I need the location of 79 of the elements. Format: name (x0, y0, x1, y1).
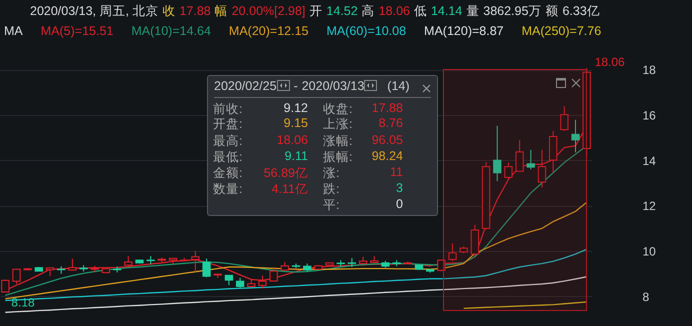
candlestick (571, 119, 580, 153)
text: 2020/03/13, 周五, 北京 (30, 4, 158, 18)
annotation: 96.05 (372, 133, 403, 147)
text: 额 (545, 4, 558, 18)
annotation: 跌: (323, 181, 340, 198)
candlestick (560, 106, 568, 132)
candlestick (68, 258, 77, 272)
annotation: 收盘: (323, 101, 352, 118)
annotation: 2020/03/13 (302, 79, 364, 93)
y-tick-label: 18 (642, 63, 656, 78)
annotation: 98.24 (372, 149, 403, 163)
annotation: 56.89亿 (264, 165, 308, 182)
annotation: 17.88 (372, 101, 403, 115)
text: MA (4, 24, 23, 38)
annotation: (14) (387, 79, 410, 93)
candlestick (437, 259, 446, 272)
annotation: 最高: (213, 133, 242, 150)
text: MA(60)=10.08 (326, 24, 406, 38)
text: 低 (414, 4, 427, 18)
text: MA(120)=8.87 (424, 24, 504, 38)
text: 20.00%[2.98] (232, 4, 306, 18)
annotation: 11 (390, 165, 403, 179)
candlestick (448, 242, 457, 262)
candlestick (515, 140, 524, 172)
annotation: 0 (396, 197, 403, 211)
annotation: 9.15 (284, 116, 308, 130)
text: MA(10)=14.64 (131, 24, 211, 38)
text: 14.14 (430, 4, 462, 18)
text: 18.06 (594, 55, 626, 70)
candlestick (504, 162, 513, 180)
text: 18.06 (378, 4, 410, 18)
y-tick-label: 8 (642, 290, 650, 304)
text: 量 (466, 4, 480, 18)
annotation: 开盘: (213, 116, 242, 133)
annotation: 振幅: (323, 149, 352, 166)
annotation: - (294, 79, 298, 93)
annotation: 前收: (213, 101, 242, 118)
text: MA(5)=15.51 (40, 24, 114, 38)
y-tick-label: 10 (642, 244, 656, 259)
candlestick (549, 130, 558, 174)
line-series (463, 301, 588, 309)
annotation: 数量: (213, 181, 242, 198)
candlestick (538, 149, 546, 188)
annotation: 最低: (213, 149, 242, 166)
text: 收 (162, 4, 176, 18)
candlestick (124, 256, 132, 266)
text: 6.33亿 (562, 4, 600, 18)
text: 幅 (214, 4, 228, 18)
text: 17.88 (179, 4, 211, 18)
annotation: 9.11 (284, 149, 308, 163)
annotation: 3 (396, 181, 403, 195)
annotation: 金额: (213, 165, 242, 182)
annotation: 2020/02/25 (214, 79, 277, 93)
annotation: 上涨: (323, 116, 352, 133)
text: 开 (309, 4, 322, 18)
candlestick (493, 125, 502, 182)
text: MA(20)=12.15 (228, 24, 308, 38)
annotation: 8.76 (378, 116, 403, 130)
annotation: 4.11亿 (272, 181, 308, 198)
y-tick-label: 12 (642, 199, 656, 214)
candlestick (191, 250, 200, 272)
annotation: 18.06 (276, 133, 308, 147)
candlestick (526, 149, 535, 170)
candlestick (12, 268, 21, 284)
candlestick (270, 266, 278, 282)
annotation: 平: (323, 197, 340, 214)
text: MA(250)=7.76 (522, 24, 602, 38)
y-tick-label: 14 (642, 154, 656, 168)
text: 高 (362, 4, 375, 18)
line-series (4, 276, 588, 313)
annotation: 9.12 (284, 101, 308, 115)
text: 3862.95万 (483, 4, 542, 18)
candlestick (202, 258, 211, 278)
candlestick (236, 277, 244, 290)
annotation: 涨幅: (323, 133, 352, 150)
annotation: 8.18 (11, 295, 35, 310)
y-tick-label: 16 (642, 108, 656, 122)
text: 14.52 (326, 4, 358, 18)
annotation: 涨: (323, 165, 340, 182)
